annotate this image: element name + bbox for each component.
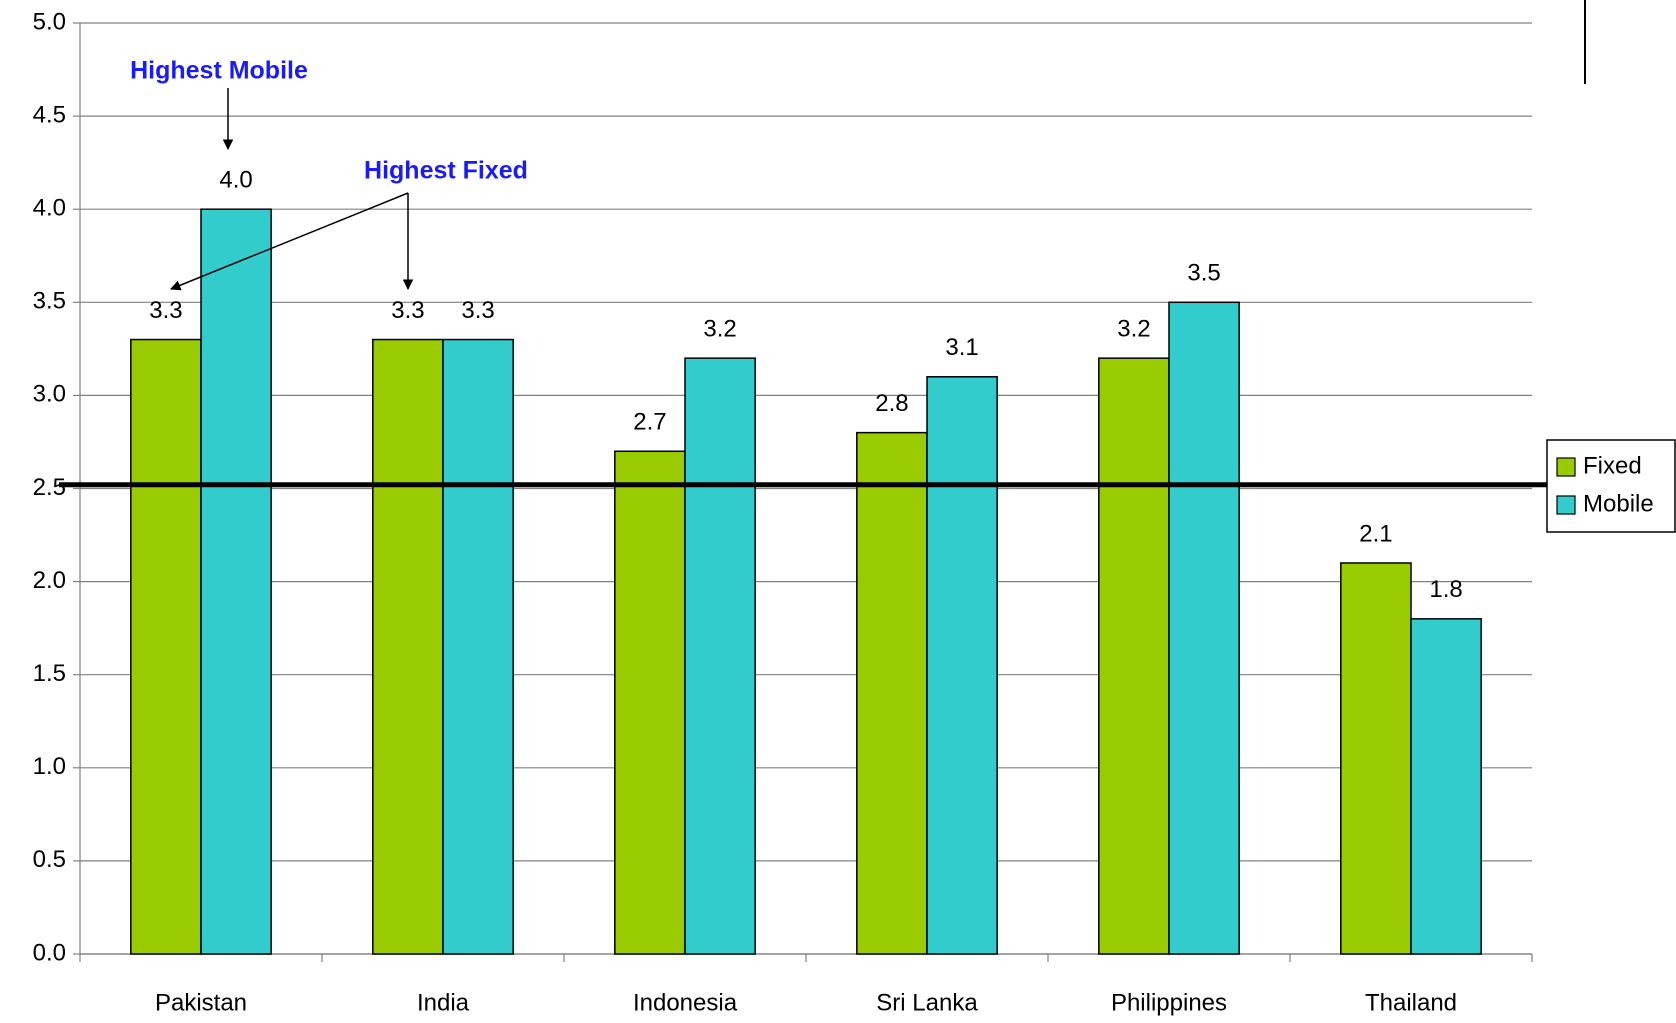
bar [130, 338, 202, 955]
annotation: Highest Mobile [130, 57, 308, 85]
x-tick-label: Philippines [1111, 989, 1227, 1016]
y-tick-label: 2.5 [33, 474, 66, 501]
legend-box [1546, 439, 1676, 533]
value-label: 3.5 [1187, 260, 1220, 287]
value-label: 2.8 [875, 390, 908, 417]
y-tick-label: 3.5 [33, 288, 66, 315]
legend-swatch [1556, 457, 1576, 477]
y-tick-label: 0.0 [33, 939, 66, 966]
value-label: 3.3 [149, 297, 182, 324]
legend: Fixed Mobile [1546, 439, 1676, 533]
y-tick-label: 2.0 [33, 567, 66, 594]
annotation: Highest Fixed [364, 157, 528, 185]
value-label: 1.8 [1429, 576, 1462, 603]
bar [1340, 562, 1412, 955]
bar [684, 357, 756, 955]
value-label: 3.3 [391, 297, 424, 324]
legend-label: Fixed [1583, 452, 1642, 479]
bar [926, 376, 998, 955]
value-label: 4.0 [219, 167, 252, 194]
value-label: 2.7 [633, 409, 666, 436]
value-label: 3.1 [945, 334, 978, 361]
value-label: 3.2 [1117, 316, 1150, 343]
bar [1168, 301, 1240, 955]
value-label: 2.1 [1359, 520, 1392, 547]
x-tick-label: Indonesia [633, 989, 738, 1016]
x-tick-label: Sri Lanka [876, 989, 978, 1016]
x-tick-label: Thailand [1365, 989, 1457, 1016]
annotations: Highest Mobile Highest Fixed [130, 57, 528, 291]
bar [1098, 357, 1170, 955]
bar [856, 431, 928, 955]
x-tick-label: Pakistan [155, 989, 247, 1016]
bar [442, 338, 514, 955]
value-label: 3.3 [461, 297, 494, 324]
bar [200, 208, 272, 955]
bar [1410, 618, 1482, 955]
bar [372, 338, 444, 955]
bar [614, 450, 686, 955]
y-tick-label: 1.0 [33, 753, 66, 780]
legend-swatch [1556, 495, 1576, 515]
y-tick-label: 3.0 [33, 381, 66, 408]
plot-area: 0.0 0.5 1.0 1.5 2.0 2.5 3.0 3.5 4.0 4.5 5.0 Pakista… [33, 8, 1547, 1016]
y-tick-label: 4.5 [33, 101, 66, 128]
y-tick-label: 0.5 [33, 846, 66, 873]
value-label: 3.2 [703, 316, 736, 343]
y-tick-label: 5.0 [33, 8, 66, 35]
x-tick-label: India [417, 989, 470, 1016]
annotation-arrow [170, 192, 409, 291]
y-tick-label: 1.5 [33, 660, 66, 687]
y-tick-label: 4.0 [33, 195, 66, 222]
legend-label: Mobile [1583, 490, 1654, 517]
